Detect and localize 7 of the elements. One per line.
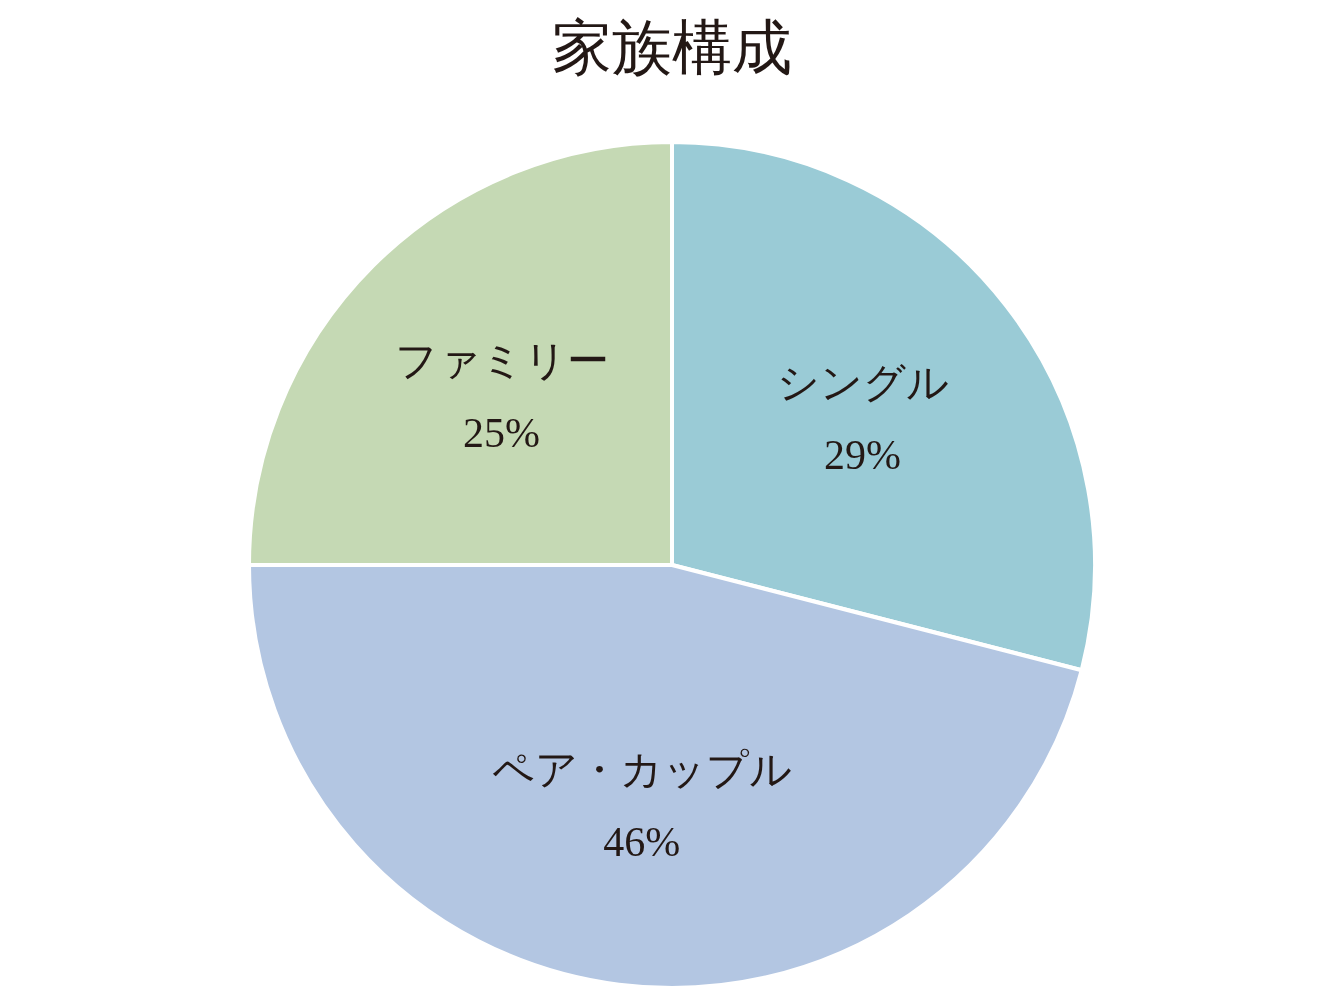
data-label: 29% <box>824 432 902 479</box>
slice-label: ペア・カップル <box>491 747 792 794</box>
slice-label: シングル <box>776 360 949 407</box>
data-label: 46% <box>603 819 681 866</box>
chart-title: 家族構成 <box>552 15 792 81</box>
data-label: 25% <box>463 409 541 456</box>
slice-label: ファミリー <box>394 337 609 384</box>
